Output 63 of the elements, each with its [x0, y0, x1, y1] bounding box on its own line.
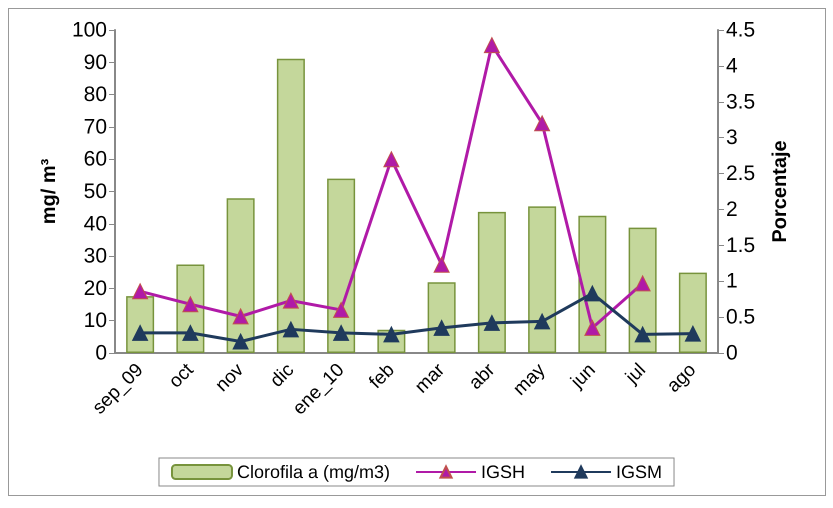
- point: [634, 275, 651, 292]
- point: [282, 321, 299, 338]
- point: [232, 334, 249, 350]
- point: [232, 308, 249, 324]
- y2-tick-label: 3: [726, 126, 738, 150]
- y-tick-label: 50: [84, 180, 107, 203]
- x-tick-label: ago: [663, 360, 700, 397]
- y-tick-label: 60: [84, 148, 107, 171]
- point: [282, 292, 299, 309]
- bar: [528, 206, 556, 353]
- y-tick-label: 20: [84, 276, 107, 300]
- point: [132, 283, 148, 300]
- x-tick-label: may: [509, 359, 550, 400]
- point: [584, 285, 600, 302]
- x-tick-label: jun: [566, 360, 600, 394]
- y-tick-label: 40: [84, 212, 107, 236]
- bar: [478, 212, 506, 353]
- y-tick-label: 70: [84, 115, 107, 138]
- y-tick-label: 80: [84, 83, 107, 106]
- y-tick-label: 30: [84, 244, 107, 268]
- y2-tick-label: 4.5: [726, 18, 756, 42]
- y-tick-label: 10: [84, 309, 107, 332]
- point: [182, 296, 198, 312]
- y-tick-label: 0: [95, 342, 107, 364]
- y2-tick-label: 2: [726, 198, 738, 221]
- y2-axis-title: Porcentaje: [769, 140, 791, 243]
- y2-tick-label: 4: [726, 54, 738, 78]
- y-tick-label: 90: [84, 50, 107, 74]
- point: [634, 326, 651, 342]
- point: [333, 302, 350, 318]
- bar: [327, 178, 356, 353]
- point: [584, 320, 600, 336]
- x-tick-label: dic: [266, 360, 298, 392]
- x-tick-label: mar: [411, 360, 450, 398]
- bar: [226, 198, 255, 353]
- legend-label: IGSH: [481, 462, 526, 482]
- point: [484, 37, 500, 54]
- bar: [276, 58, 305, 353]
- legend-label: Clorofila a (mg/m3): [236, 462, 390, 482]
- y2-tick-label: 0.5: [726, 306, 756, 329]
- bar: [678, 272, 707, 353]
- y2-tick-label: 1: [726, 270, 738, 293]
- point: [684, 326, 701, 342]
- point: [333, 324, 350, 341]
- y2-tick-label: 3.5: [726, 90, 756, 114]
- point: [534, 115, 550, 132]
- point: [182, 324, 198, 341]
- point: [484, 314, 500, 331]
- legend-label: IGSM: [616, 462, 662, 482]
- x-tick-label: feb: [365, 360, 399, 394]
- x-tick-label: abr: [465, 360, 500, 394]
- x-tick-label: jul: [621, 360, 650, 389]
- y2-tick-label: 1.5: [726, 234, 756, 257]
- x-tick-label: oct: [165, 359, 198, 392]
- x-tick-label: nov: [212, 359, 248, 396]
- point: [534, 313, 550, 330]
- point: [434, 256, 450, 273]
- y-axis-title: mg/ m³: [38, 158, 60, 224]
- y2-tick-label: 2.5: [726, 162, 756, 186]
- y-tick-label: 100: [72, 18, 107, 42]
- point: [383, 151, 400, 168]
- point: [434, 320, 450, 336]
- y2-tick-label: 0: [726, 342, 738, 364]
